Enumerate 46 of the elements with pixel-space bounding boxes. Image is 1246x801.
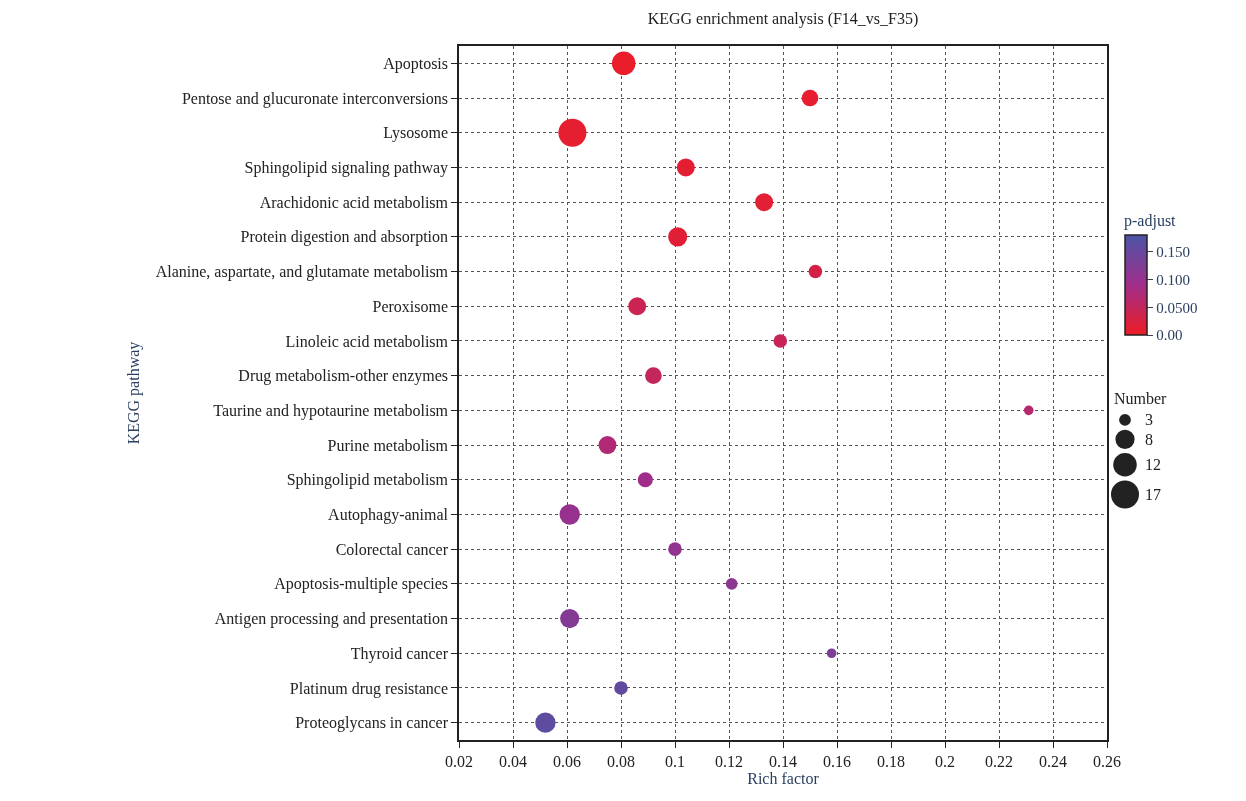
y-tick-label: Thyroid cancer — [350, 644, 449, 663]
x-tick-label: 0.08 — [607, 752, 635, 770]
y-tick-label: Drug metabolism-other enzymes — [238, 367, 449, 386]
color-bar-label: 0.0500 — [1156, 299, 1198, 316]
y-tick-label: Linoleic acid metabolism — [285, 332, 449, 350]
x-tick-label: 0.18 — [877, 752, 905, 770]
y-tick-label: Platinum drug resistance — [289, 679, 449, 698]
y-tick-label: Protein digestion and absorption — [240, 228, 449, 247]
x-tick-label: 0.1 — [665, 752, 685, 770]
legend-title: Number — [1114, 390, 1168, 407]
y-tick-label: Sphingolipid metabolism — [286, 471, 449, 490]
legend-label: 17 — [1145, 486, 1161, 503]
legend-label: 12 — [1145, 456, 1161, 473]
y-tick-label: Autophagy-animal — [328, 506, 449, 525]
y-tick-label: Peroxisome — [372, 297, 449, 315]
y-tick-label: Purine metabolism — [327, 436, 449, 454]
y-tick-label: Pentose and glucuronate interconversions — [181, 89, 449, 108]
x-tick-label: 0.04 — [499, 752, 527, 770]
y-tick-label: Lysosome — [383, 124, 449, 143]
y-tick-label: Colorectal cancer — [335, 540, 449, 558]
x-tick-label: 0.02 — [445, 752, 473, 770]
legend-label: 3 — [1145, 411, 1153, 428]
y-tick-label: Apoptosis — [383, 54, 449, 73]
x-tick-label: 0.16 — [823, 752, 851, 770]
y-tick-label: Arachidonic acid metabolism — [259, 193, 449, 211]
x-tick-label: 0.22 — [985, 752, 1013, 770]
color-bar-label: 0.150 — [1156, 244, 1190, 261]
x-tick-label: 0.24 — [1039, 752, 1067, 770]
x-tick-label: 0.2 — [935, 752, 955, 770]
color-bar-label: 0.100 — [1156, 271, 1190, 288]
x-axis-title: Rich factor — [747, 770, 820, 788]
x-tick-label: 0.12 — [715, 752, 743, 770]
x-tick-label: 0.06 — [553, 752, 581, 770]
y-tick-label: Taurine and hypotaurine metabolism — [213, 401, 449, 420]
y-tick-label: Sphingolipid signaling pathway — [244, 159, 449, 178]
y-tick-label: Alanine, aspartate, and glutamate metabolism — [155, 263, 449, 282]
legend-label: 8 — [1145, 431, 1153, 448]
color-bar-label: 0.00 — [1156, 327, 1183, 344]
y-tick-label: Antigen processing and presentation — [214, 610, 449, 629]
y-tick-label: Proteoglycans in cancer — [295, 714, 449, 733]
x-tick-label: 0.26 — [1093, 752, 1121, 770]
color-bar-title: p-adjust — [1124, 212, 1177, 231]
chart-title: KEGG enrichment analysis (F14_vs_F35) — [647, 9, 919, 28]
x-tick-label: 0.14 — [769, 752, 797, 770]
y-axis-title: KEGG pathway — [125, 341, 144, 445]
y-tick-label: Apoptosis-multiple species — [274, 575, 449, 594]
